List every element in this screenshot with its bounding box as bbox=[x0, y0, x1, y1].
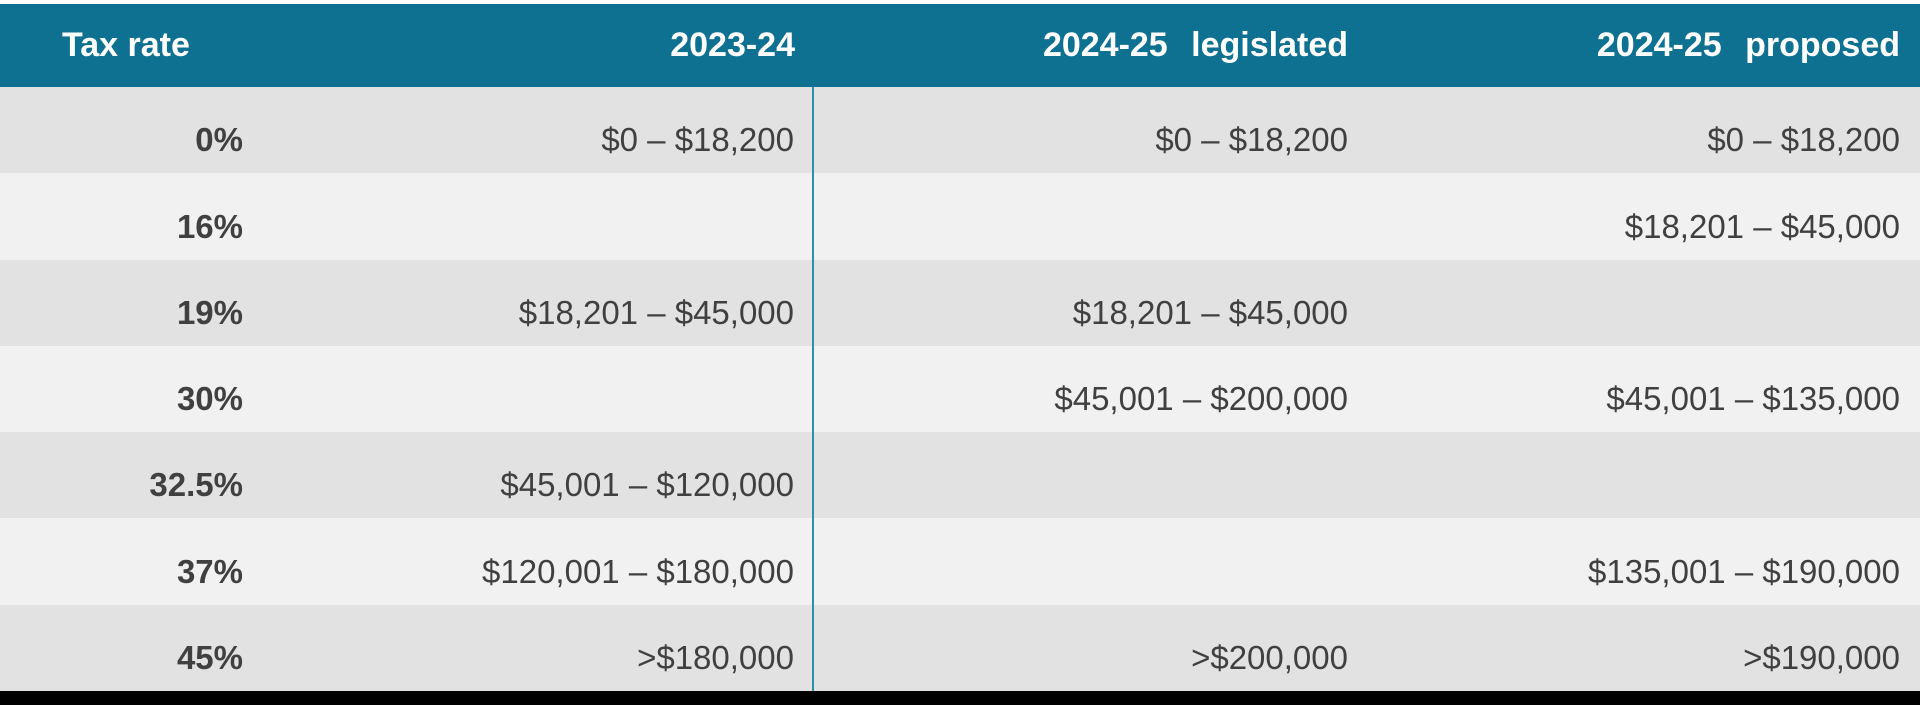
table-row-19pct: 19% $18,201 – $45,000 $18,201 – $45,000 bbox=[0, 259, 1920, 346]
bracket-cell-2024-25-legislated: $18,201 – $45,000 bbox=[813, 259, 1360, 346]
bracket-cell-2024-25-legislated: >$200,000 bbox=[813, 604, 1360, 691]
bracket-cell-2024-25-legislated bbox=[813, 518, 1360, 605]
rate-cell: 45% bbox=[0, 604, 300, 691]
rate-cell: 16% bbox=[0, 173, 300, 260]
table-row-16pct: 16% $18,201 – $45,000 bbox=[0, 173, 1920, 260]
header-tax-rate: Tax rate bbox=[0, 4, 300, 87]
bracket-cell-2024-25-legislated bbox=[813, 432, 1360, 519]
bracket-cell-2023-24 bbox=[300, 345, 814, 433]
rate-cell: 19% bbox=[0, 259, 300, 346]
bottom-bar bbox=[0, 691, 1920, 705]
header-2024-25-legislated: 2024-25 legislated bbox=[813, 4, 1360, 87]
bracket-cell-2023-24: $0 – $18,200 bbox=[300, 87, 814, 174]
bracket-cell-2024-25-proposed bbox=[1360, 259, 1920, 346]
table-row-37pct: 37% $120,001 – $180,000 $135,001 – $190,… bbox=[0, 518, 1920, 605]
rate-cell: 30% bbox=[0, 345, 300, 433]
bracket-cell-2024-25-proposed: $18,201 – $45,000 bbox=[1360, 173, 1920, 260]
bracket-cell-2024-25-proposed: >$190,000 bbox=[1360, 604, 1920, 691]
bracket-cell-2023-24: $120,001 – $180,000 bbox=[300, 518, 814, 605]
header-2024-25-proposed: 2024-25 proposed bbox=[1360, 4, 1920, 87]
bracket-cell-2023-24 bbox=[300, 173, 814, 260]
top-margin bbox=[0, 0, 1920, 4]
bracket-cell-2023-24: $18,201 – $45,000 bbox=[300, 259, 814, 346]
bracket-cell-2024-25-proposed: $45,001 – $135,000 bbox=[1360, 345, 1920, 433]
bracket-cell-2024-25-legislated: $45,001 – $200,000 bbox=[813, 345, 1360, 433]
header-2023-24: 2023-24 bbox=[300, 4, 813, 87]
table-row-45pct: 45% >$180,000 >$200,000 >$190,000 bbox=[0, 604, 1920, 691]
bracket-cell-2024-25-proposed: $135,001 – $190,000 bbox=[1360, 518, 1920, 605]
bracket-cell-2024-25-proposed bbox=[1360, 432, 1920, 519]
bracket-cell-2024-25-legislated: $0 – $18,200 bbox=[813, 87, 1360, 174]
rate-cell: 0% bbox=[0, 87, 300, 174]
bracket-cell-2023-24: >$180,000 bbox=[300, 604, 814, 691]
rate-cell: 32.5% bbox=[0, 432, 300, 519]
bracket-cell-2024-25-legislated bbox=[813, 173, 1360, 260]
rate-cell: 37% bbox=[0, 518, 300, 605]
header-row: Tax rate 2023-24 2024-25 legislated 2024… bbox=[0, 4, 1920, 87]
tax-brackets-table: Tax rate 2023-24 2024-25 legislated 2024… bbox=[0, 4, 1920, 691]
bracket-cell-2024-25-proposed: $0 – $18,200 bbox=[1360, 87, 1920, 174]
table-row-0pct: 0% $0 – $18,200 $0 – $18,200 $0 – $18,20… bbox=[0, 87, 1920, 174]
table-row-30pct: 30% $45,001 – $200,000 $45,001 – $135,00… bbox=[0, 345, 1920, 433]
table-row-32-5pct: 32.5% $45,001 – $120,000 bbox=[0, 432, 1920, 519]
bracket-cell-2023-24: $45,001 – $120,000 bbox=[300, 432, 814, 519]
